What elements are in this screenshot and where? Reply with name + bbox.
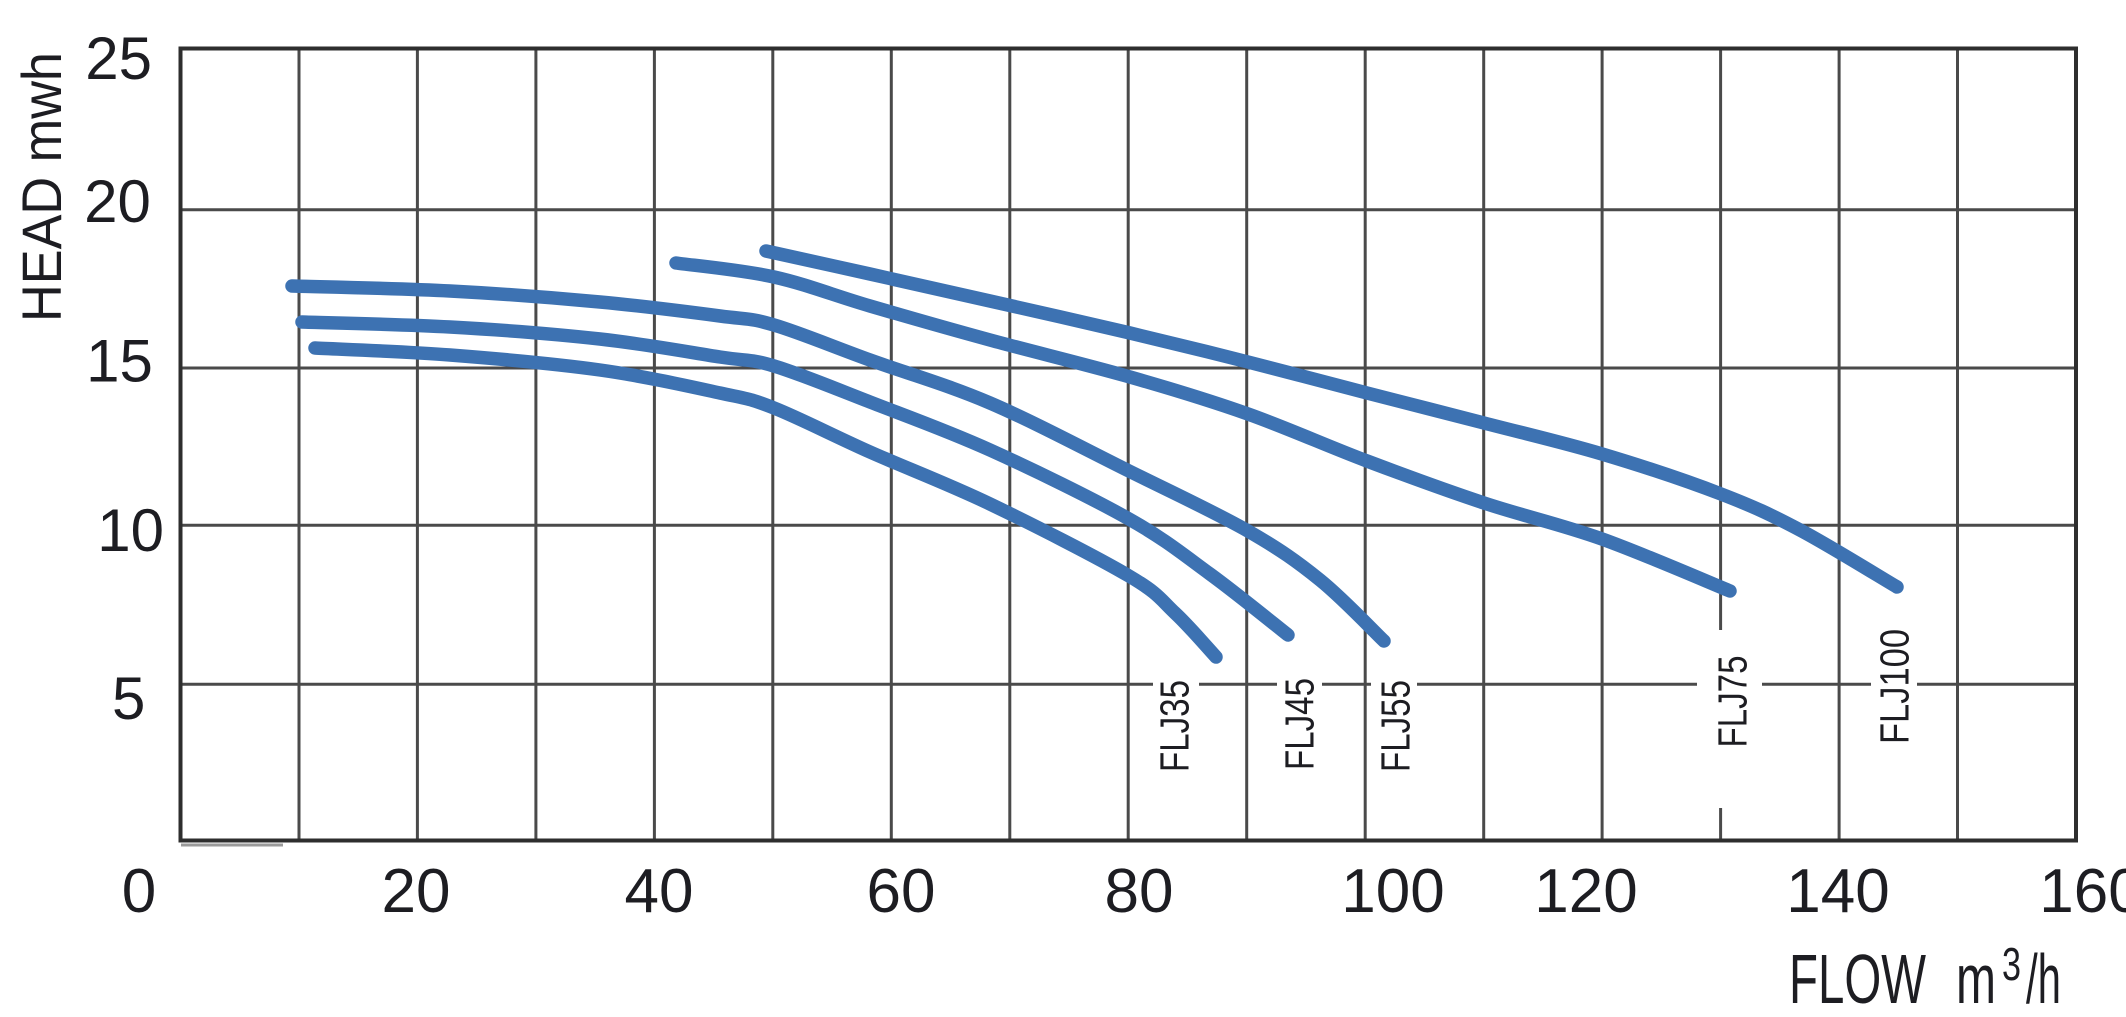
svg-text:FLJ45: FLJ45: [1277, 678, 1323, 770]
svg-text:FLJ35: FLJ35: [1152, 680, 1198, 772]
svg-text:25: 25: [85, 25, 152, 92]
svg-text:FLJ55: FLJ55: [1373, 680, 1419, 772]
svg-text:FLJ75: FLJ75: [1710, 656, 1756, 748]
svg-text:100: 100: [1341, 857, 1444, 926]
svg-text:60: 60: [867, 857, 936, 926]
svg-text:FLOW: FLOW: [1789, 940, 1926, 1012]
svg-text:140: 140: [1786, 857, 1889, 926]
svg-text:20: 20: [382, 857, 451, 926]
svg-text:160: 160: [2039, 857, 2126, 926]
svg-text:10: 10: [97, 497, 164, 564]
svg-text:20: 20: [84, 168, 151, 235]
svg-text:5: 5: [112, 665, 145, 732]
svg-text:FLJ100: FLJ100: [1872, 629, 1918, 744]
svg-text:HEAD mwh: HEAD mwh: [10, 52, 73, 322]
svg-text:3: 3: [2002, 938, 2021, 990]
svg-text:/h: /h: [2026, 940, 2061, 1012]
svg-text:40: 40: [625, 857, 694, 926]
svg-text:120: 120: [1534, 857, 1637, 926]
svg-text:80: 80: [1105, 857, 1174, 926]
svg-text:0: 0: [122, 857, 156, 926]
svg-text:m: m: [1956, 940, 1996, 1012]
svg-text:15: 15: [86, 328, 153, 395]
